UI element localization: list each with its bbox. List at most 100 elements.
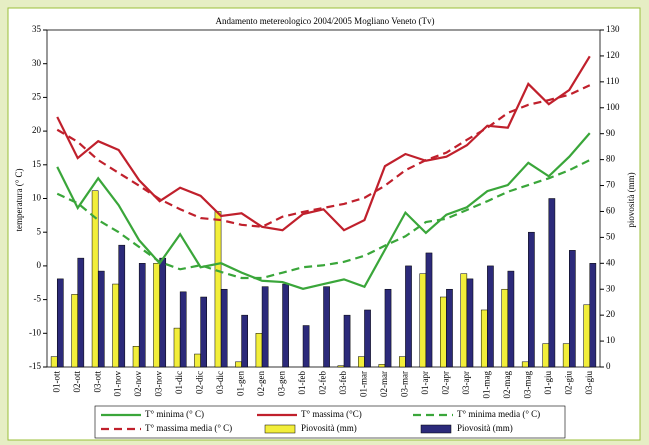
x-tick-label: 01-ott xyxy=(51,371,61,393)
bar xyxy=(384,288,392,368)
y-tick-label: -15 xyxy=(29,361,41,371)
y-axis-title: temperatura (° C) xyxy=(14,168,24,231)
y2-tick-label: 80 xyxy=(606,154,616,164)
bar xyxy=(507,270,515,368)
bar xyxy=(220,288,228,368)
bar xyxy=(153,263,160,368)
y-tick-label: 10 xyxy=(32,193,42,203)
y-tick-label: 0 xyxy=(37,260,42,270)
bar xyxy=(118,244,126,368)
bar xyxy=(358,356,365,368)
bar xyxy=(261,286,269,368)
bar xyxy=(569,250,576,368)
bar xyxy=(179,291,187,368)
y2-tick-label: 30 xyxy=(606,283,616,293)
x-tick-label: 03-giu xyxy=(584,371,594,395)
x-tick-label: 02-nov xyxy=(133,371,143,397)
y2-tick-label: 50 xyxy=(606,231,616,241)
bar xyxy=(282,283,289,368)
x-tick-label: 03-gen xyxy=(277,371,287,396)
y-tick-label: 5 xyxy=(37,226,42,236)
x-tick-label: 01-nov xyxy=(113,371,123,397)
y2-tick-label: 40 xyxy=(606,257,616,267)
bar xyxy=(405,265,412,368)
bar xyxy=(399,356,406,368)
y-tick-label: 35 xyxy=(32,24,42,34)
x-tick-label: 01-apr xyxy=(420,371,430,395)
bar xyxy=(425,252,433,368)
bar xyxy=(56,278,64,368)
legend-swatch xyxy=(264,424,296,434)
y2-tick-label: 70 xyxy=(606,180,616,190)
y2-tick-label: 10 xyxy=(606,335,616,345)
y2-tick-label: 90 xyxy=(606,128,616,138)
y2-tick-label: 130 xyxy=(606,24,620,34)
bar xyxy=(235,361,242,368)
legend-label: Piovosità (mm) xyxy=(301,423,357,433)
x-tick-label: 03-mag xyxy=(522,371,532,399)
y-tick-label: 15 xyxy=(32,159,42,169)
x-tick-label: 02-giu xyxy=(563,371,573,395)
y2-tick-label: 60 xyxy=(606,206,616,216)
x-tick-label: 02-gen xyxy=(256,371,266,396)
bar xyxy=(241,314,248,368)
legend-label: T° minima media (° C) xyxy=(457,409,540,419)
x-tick-label: 01-giu xyxy=(543,371,553,395)
x-tick-label: 03-ott xyxy=(92,371,102,393)
bar xyxy=(97,270,105,368)
x-tick-label: 03-feb xyxy=(338,371,348,395)
x-tick-label: 02-ott xyxy=(72,371,82,393)
bar xyxy=(159,257,167,368)
y-tick-label: -10 xyxy=(29,327,41,337)
x-tick-label: 03-dic xyxy=(215,371,225,394)
y2-tick-label: 110 xyxy=(606,76,620,86)
y2-tick-label: 0 xyxy=(606,361,611,371)
x-tick-label: 01-dic xyxy=(174,371,184,394)
x-tick-label: 02-apr xyxy=(440,371,450,395)
legend-swatch xyxy=(420,424,452,434)
x-tick-label: 01-mag xyxy=(481,371,491,399)
bar xyxy=(542,343,550,368)
bar xyxy=(50,356,58,368)
legend-label: T° minima (° C) xyxy=(145,409,204,419)
legend-label: Piovosità (mm) xyxy=(457,423,513,433)
bar xyxy=(138,263,146,368)
y-tick-label: -5 xyxy=(34,294,42,304)
bar xyxy=(446,288,453,368)
x-tick-label: 02-mag xyxy=(502,371,512,399)
x-tick-label: 01-feb xyxy=(297,371,307,395)
bar xyxy=(583,304,591,368)
bar xyxy=(419,273,427,368)
bar xyxy=(480,309,488,368)
bar xyxy=(378,364,386,368)
y2-tick-label: 20 xyxy=(606,309,616,319)
bar xyxy=(132,346,140,368)
bar xyxy=(77,257,85,368)
x-tick-label: 03-apr xyxy=(461,371,471,395)
x-tick-label: 02-mar xyxy=(379,371,389,397)
bar xyxy=(343,314,351,368)
legend-label: T° massima media (° C) xyxy=(145,423,232,433)
bar xyxy=(460,273,468,368)
bar xyxy=(214,211,222,368)
x-tick-label: 01-gen xyxy=(236,371,246,396)
bar xyxy=(194,353,201,368)
legend xyxy=(94,405,566,439)
line-series xyxy=(56,84,591,228)
x-tick-label: 03-nov xyxy=(154,371,164,397)
bar xyxy=(112,283,119,368)
bar xyxy=(302,325,310,368)
line-series xyxy=(56,132,591,290)
chart-area xyxy=(7,7,641,441)
chart-title: Andamento metereologico 2004/2005 Moglia… xyxy=(215,16,434,26)
x-tick-label: 02-dic xyxy=(195,371,205,394)
bar xyxy=(364,309,371,368)
bar xyxy=(521,361,529,368)
y2-tick-label: 120 xyxy=(606,50,620,60)
bar xyxy=(337,365,345,368)
bar xyxy=(439,296,447,368)
x-tick-label: 02-feb xyxy=(318,371,328,395)
bar xyxy=(562,343,570,368)
y2-tick-label: 100 xyxy=(606,102,620,112)
